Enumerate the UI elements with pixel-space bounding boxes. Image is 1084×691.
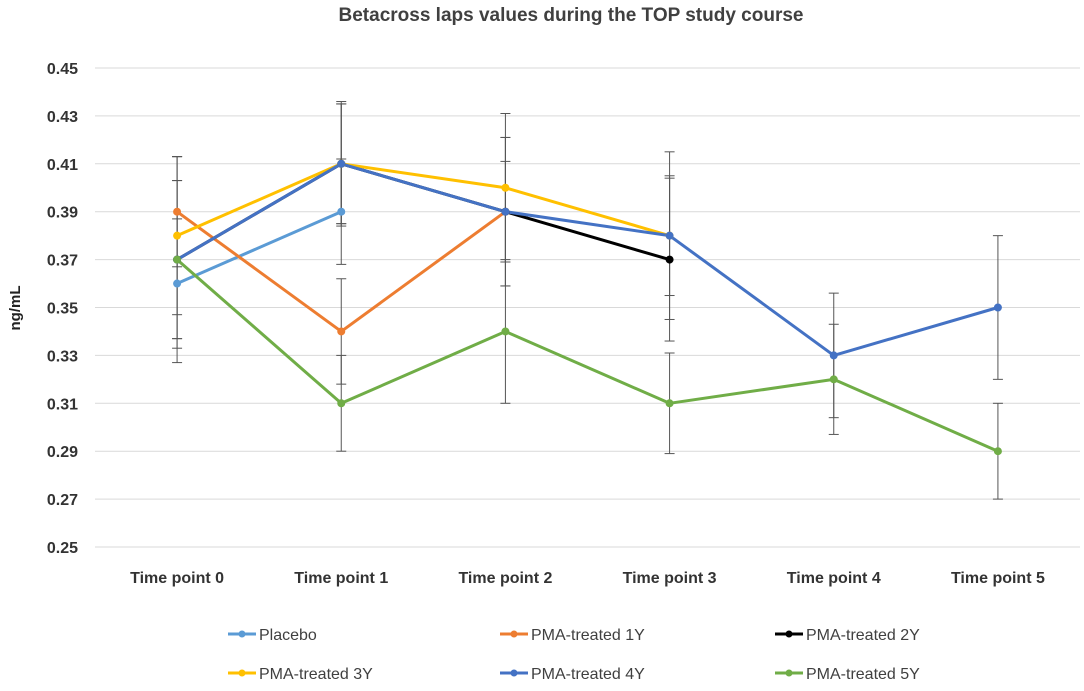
legend-label: PMA-treated 3Y <box>259 666 373 683</box>
data-point-placebo <box>173 279 182 288</box>
legend-item-placebo: Placebo <box>228 627 317 644</box>
data-point-placebo <box>337 207 346 216</box>
legend-swatch-marker <box>510 630 518 638</box>
legend-label: Placebo <box>259 627 317 644</box>
x-tick-label: Time point 4 <box>787 570 881 587</box>
y-tick-label: 0.33 <box>47 348 78 365</box>
y-axis-label: ng/mL <box>7 286 24 331</box>
data-point-pma-treated-2y <box>665 255 674 264</box>
x-tick-label: Time point 2 <box>458 570 552 587</box>
legend-item-pma-treated-3y: PMA-treated 3Y <box>228 666 373 683</box>
y-tick-label: 0.25 <box>47 540 78 557</box>
y-tick-label: 0.39 <box>47 205 78 222</box>
y-tick-label: 0.31 <box>47 396 78 413</box>
legend-swatch-marker <box>785 669 793 677</box>
data-point-pma-treated-5y <box>665 399 674 408</box>
y-axis-ticks: 0.25 0.27 0.29 0.31 0.33 0.35 0.37 0.39 0.41 0.43… <box>47 61 78 557</box>
series-line-pma-treated-3y <box>176 162 671 238</box>
series-line-pma-treated-5y <box>176 258 999 453</box>
legend-label: PMA-treated 5Y <box>806 666 920 683</box>
x-tick-label: Time point 5 <box>951 570 1045 587</box>
series-line-placebo <box>176 210 342 285</box>
legend: Placebo PMA-treated 1Y PMA-treated 2Y PMA-t… <box>228 627 920 683</box>
y-tick-label: 0.27 <box>47 492 78 509</box>
x-tick-label: Time point 1 <box>294 570 388 587</box>
y-tick-label: 0.37 <box>47 253 78 270</box>
data-point-pma-treated-5y <box>173 255 182 264</box>
series-line-pma-treated-4y <box>176 162 999 357</box>
chart-title: Betacross laps values during the TOP stu… <box>339 5 804 26</box>
data-point-pma-treated-3y <box>173 231 182 240</box>
legend-swatch-marker <box>238 669 246 677</box>
y-tick-label: 0.29 <box>47 444 78 461</box>
legend-swatch-marker <box>238 630 246 638</box>
gridlines <box>95 67 1080 548</box>
data-point-pma-treated-4y <box>501 207 510 216</box>
data-point-pma-treated-5y <box>337 399 346 408</box>
y-tick-label: 0.45 <box>47 61 78 78</box>
data-point-pma-treated-5y <box>993 447 1002 456</box>
legend-item-pma-treated-1y: PMA-treated 1Y <box>500 627 645 644</box>
data-point-pma-treated-1y <box>173 207 182 216</box>
x-tick-label: Time point 0 <box>130 570 224 587</box>
legend-label: PMA-treated 2Y <box>806 627 920 644</box>
data-point-pma-treated-5y <box>501 327 510 336</box>
data-point-pma-treated-5y <box>829 375 838 384</box>
data-point-pma-treated-4y <box>665 231 674 240</box>
data-point-pma-treated-3y <box>501 183 510 192</box>
legend-item-pma-treated-2y: PMA-treated 2Y <box>775 627 920 644</box>
data-point-pma-treated-1y <box>337 327 346 336</box>
y-tick-label: 0.35 <box>47 301 78 318</box>
data-points <box>173 159 1002 456</box>
legend-item-pma-treated-4y: PMA-treated 4Y <box>500 666 645 683</box>
legend-item-pma-treated-5y: PMA-treated 5Y <box>775 666 920 683</box>
y-tick-label: 0.43 <box>47 109 78 126</box>
data-point-pma-treated-4y <box>829 351 838 360</box>
y-tick-label: 0.41 <box>47 157 78 174</box>
x-axis-ticks: Time point 0 Time point 1 Time point 2 Time… <box>130 570 1045 587</box>
x-tick-label: Time point 3 <box>623 570 717 587</box>
data-point-pma-treated-4y <box>993 303 1002 312</box>
legend-swatch-marker <box>510 669 518 677</box>
data-point-pma-treated-4y <box>337 159 346 168</box>
legend-label: PMA-treated 1Y <box>531 627 645 644</box>
legend-label: PMA-treated 4Y <box>531 666 645 683</box>
legend-swatch-marker <box>785 630 793 638</box>
